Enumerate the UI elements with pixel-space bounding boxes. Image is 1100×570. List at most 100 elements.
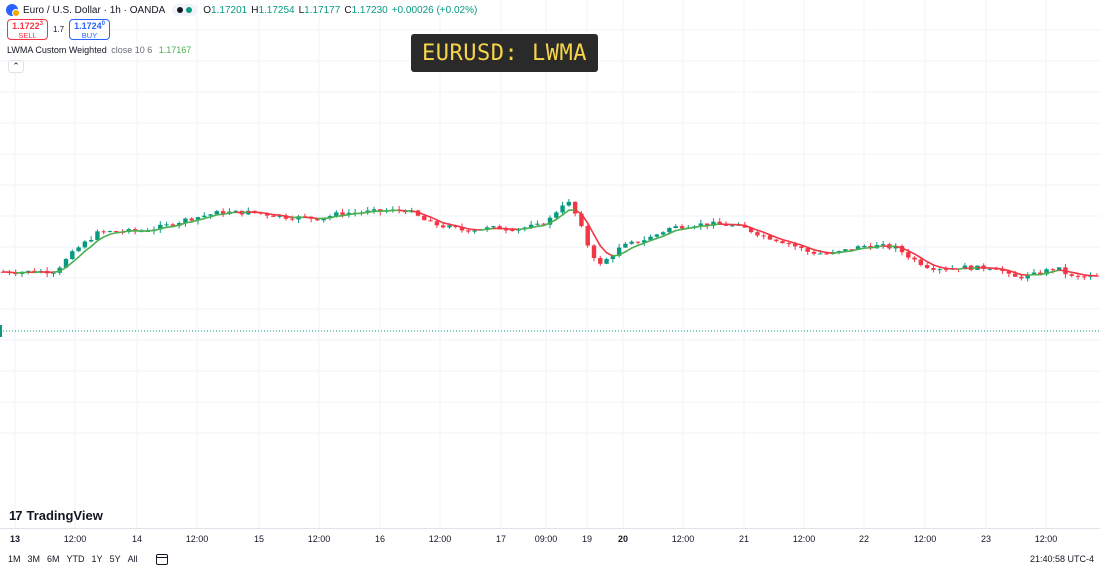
range-button[interactable]: YTD bbox=[66, 554, 85, 564]
collapse-legend-button[interactable]: ⌃ bbox=[8, 60, 24, 73]
time-tick: 12:00 bbox=[185, 534, 209, 544]
candle bbox=[158, 221, 163, 233]
time-tick: 15 bbox=[253, 534, 265, 544]
price-chart[interactable] bbox=[0, 0, 1100, 528]
tv-logo-icon: 17 bbox=[9, 508, 23, 523]
symbol-name[interactable]: Euro / U.S. Dollar · 1h · OANDA bbox=[23, 4, 166, 16]
candle bbox=[214, 210, 220, 215]
market-status[interactable] bbox=[172, 4, 198, 16]
chart-pane[interactable]: Euro / U.S. Dollar · 1h · OANDA O1.17201… bbox=[0, 0, 1100, 528]
candle bbox=[107, 230, 113, 233]
lwma-segment bbox=[775, 236, 784, 241]
lwma-segment bbox=[486, 227, 495, 231]
lwma-segment bbox=[643, 239, 652, 244]
candle bbox=[164, 221, 169, 227]
range-button[interactable]: 5Y bbox=[109, 554, 121, 564]
trade-buttons: 1.17223 SELL 1.7 1.17240 BUY bbox=[7, 19, 110, 40]
price-scale-marker bbox=[0, 325, 2, 337]
lwma-segment bbox=[637, 242, 646, 247]
lwma-segment bbox=[385, 209, 394, 212]
ohlc-label: C bbox=[344, 4, 352, 16]
chevron-up-icon: ⌃ bbox=[12, 61, 20, 71]
lwma-segment bbox=[159, 226, 168, 230]
lwma-segment bbox=[668, 229, 677, 235]
ohlc-label: O bbox=[203, 4, 212, 16]
time-tick: 12:00 bbox=[913, 534, 937, 544]
candle bbox=[868, 242, 873, 251]
range-button[interactable]: 1M bbox=[8, 554, 21, 564]
lwma-segment bbox=[970, 266, 979, 270]
candle bbox=[717, 218, 722, 224]
lwma-segment bbox=[630, 244, 639, 249]
candle bbox=[893, 243, 898, 252]
time-tick: 23 bbox=[980, 534, 992, 544]
lwma-segment bbox=[907, 250, 916, 255]
lwma-segment bbox=[957, 267, 966, 270]
lwma-segment bbox=[938, 266, 947, 270]
candle bbox=[390, 206, 396, 213]
lwma-segment bbox=[762, 231, 771, 236]
clock[interactable]: 21:40:58 UTC-4 bbox=[1029, 554, 1094, 564]
ohlc-label: H bbox=[251, 4, 259, 16]
lwma-segment bbox=[178, 222, 187, 226]
candle bbox=[698, 219, 704, 230]
lwma-segment bbox=[58, 266, 67, 272]
candle bbox=[70, 249, 75, 260]
lwma-segment bbox=[857, 247, 866, 251]
eurusd-flag-icon bbox=[6, 4, 20, 17]
time-tick: 09:00 bbox=[534, 534, 558, 544]
ohlc-value: 1.17254 bbox=[258, 4, 295, 16]
time-tick: 22 bbox=[858, 534, 870, 544]
buy-button[interactable]: 1.17240 BUY bbox=[69, 19, 110, 40]
lwma-segment bbox=[1083, 274, 1092, 277]
lwma-segment bbox=[1077, 272, 1086, 276]
lwma-segment bbox=[932, 264, 941, 268]
candle bbox=[786, 241, 792, 248]
sell-button[interactable]: 1.17223 SELL bbox=[7, 19, 48, 40]
candle bbox=[1050, 268, 1056, 274]
tradingview-logo[interactable]: 17 TradingView bbox=[9, 508, 103, 523]
lwma-line bbox=[2, 209, 1098, 277]
lwma-segment bbox=[467, 228, 476, 231]
candle bbox=[937, 268, 942, 274]
range-button[interactable]: All bbox=[127, 554, 138, 564]
candle bbox=[648, 234, 653, 241]
spread-value: 1.7 bbox=[52, 25, 65, 34]
time-axis[interactable]: 13 12:00 14 12:00 15 12:00 16 12:00 17 09:00 19 20 1… bbox=[0, 528, 1100, 546]
ohlc-label: L bbox=[298, 4, 305, 16]
candle bbox=[95, 229, 100, 241]
indicator-legend[interactable]: LWMA Custom Weighted close 10 6 1.17167 bbox=[7, 45, 191, 55]
lwma-segment bbox=[681, 227, 690, 231]
lwma-segment bbox=[756, 229, 765, 234]
lwma-segment bbox=[442, 222, 451, 226]
ohlc-value: 1.17177 bbox=[304, 4, 341, 16]
candle bbox=[1025, 272, 1030, 282]
candle bbox=[912, 256, 917, 263]
lwma-segment bbox=[838, 250, 847, 254]
lwma-segment bbox=[354, 212, 363, 215]
lwma-segment bbox=[84, 245, 92, 253]
candle bbox=[1044, 267, 1049, 276]
indicator-value: 1.17167 bbox=[158, 45, 192, 55]
lwma-segment bbox=[800, 244, 809, 249]
lwma-segment bbox=[737, 223, 746, 227]
lwma-segment bbox=[341, 213, 350, 217]
candle bbox=[1082, 275, 1087, 281]
calendar-icon[interactable] bbox=[155, 553, 168, 565]
lwma-segment bbox=[436, 219, 444, 224]
status-dot-icon bbox=[177, 7, 184, 13]
range-button[interactable]: 6M bbox=[47, 554, 60, 564]
time-tick: 12:00 bbox=[792, 534, 816, 544]
lwma-segment bbox=[190, 219, 199, 223]
lwma-segment bbox=[65, 261, 74, 269]
candle bbox=[466, 229, 471, 234]
range-button[interactable]: 1Y bbox=[91, 554, 103, 564]
lwma-segment bbox=[605, 251, 614, 257]
candle bbox=[560, 201, 565, 215]
lwma-segment bbox=[813, 248, 822, 253]
range-button[interactable]: 3M bbox=[27, 554, 41, 564]
lwma-segment bbox=[429, 216, 438, 221]
time-tick: 12:00 bbox=[307, 534, 331, 544]
lwma-segment bbox=[542, 222, 551, 227]
lwma-segment bbox=[1001, 268, 1010, 272]
